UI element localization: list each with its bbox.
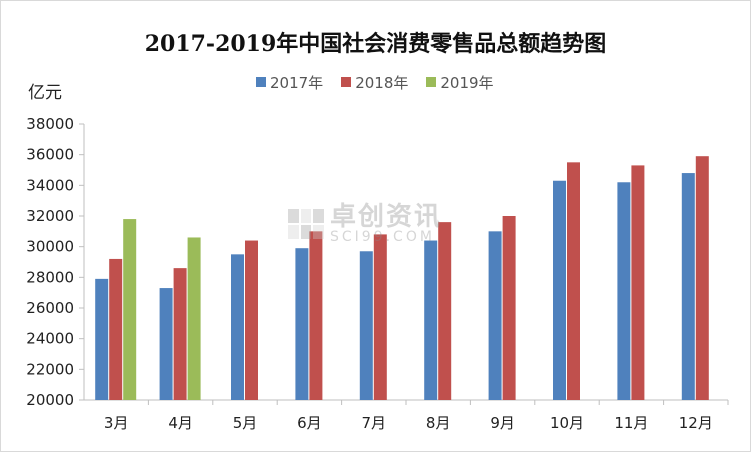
y-tick-label: 32000 [26, 207, 74, 225]
legend-swatch-2017 [256, 77, 266, 87]
y-tick-label: 38000 [26, 115, 74, 133]
x-tick-label: 11月 [614, 414, 648, 432]
bar-2018年-5月 [245, 240, 258, 400]
x-tick-label: 6月 [297, 414, 322, 432]
watermark: 卓创资讯 SCI99.COM [288, 204, 442, 244]
y-axis-unit: 亿元 [28, 83, 62, 103]
bar-2017年-10月 [553, 180, 566, 400]
bar-2017年-6月 [295, 248, 309, 400]
y-tick-label: 36000 [26, 146, 74, 164]
legend-label-2018: 2018年 [355, 73, 409, 92]
bar-2018年-3月 [109, 258, 123, 400]
legend-item-2018: 2018年 [341, 72, 408, 93]
legend-item-2017: 2017年 [256, 72, 323, 93]
legend-item-2019: 2019年 [426, 72, 494, 93]
bar-2018年-10月 [567, 162, 580, 400]
x-tick-label: 9月 [490, 414, 515, 432]
bar-2018年-6月 [309, 231, 323, 400]
y-tick-label: 22000 [26, 360, 74, 378]
bar-2017年-3月 [95, 278, 109, 400]
legend-label-2019: 2019年 [440, 73, 494, 92]
bar-2017年-8月 [424, 240, 438, 400]
y-tick-label: 30000 [26, 238, 74, 256]
bar-2018年-4月 [173, 268, 187, 400]
watermark-en: SCI99.COM [330, 229, 435, 245]
y-tick-label: 24000 [26, 330, 74, 348]
watermark-cn: 卓创资讯 [330, 202, 443, 232]
x-tick-label: 8月 [426, 414, 451, 432]
legend-swatch-2018 [341, 77, 352, 87]
y-tick-label: 28000 [26, 268, 74, 286]
bar-2017年-9月 [488, 231, 502, 400]
legend-label-2017: 2017年 [270, 73, 324, 92]
bar-2018年-9月 [502, 216, 516, 400]
watermark-logo-icon [288, 209, 324, 239]
bar-2018年-12月 [695, 156, 709, 400]
bar-2017年-12月 [681, 173, 695, 400]
chart-title: 2017-2019年中国社会消费零售品总额趋势图 [144, 31, 607, 57]
legend-swatch-2019 [426, 77, 437, 87]
bar-2017年-7月 [359, 251, 373, 400]
bar-2017年-5月 [231, 254, 244, 400]
bar-2019年-4月 [187, 237, 201, 400]
y-tick-label: 34000 [26, 176, 74, 194]
x-tick-label: 7月 [362, 414, 387, 432]
x-tick-label: 4月 [168, 414, 193, 432]
x-tick-label: 5月 [233, 414, 258, 432]
y-tick-label: 26000 [26, 299, 74, 317]
bar-2017年-11月 [617, 182, 631, 400]
bar-2019年-3月 [123, 219, 137, 400]
legend: 2017年 2018年 2019年 [256, 72, 494, 92]
y-tick-label: 20000 [26, 391, 74, 409]
bar-2018年-8月 [438, 222, 452, 400]
x-tick-label: 10月 [550, 414, 584, 432]
bar-2018年-11月 [631, 165, 645, 400]
bar-2018年-7月 [373, 234, 387, 400]
bar-2017年-4月 [159, 288, 173, 400]
x-tick-label: 12月 [679, 414, 713, 432]
x-tick-label: 3月 [104, 414, 129, 432]
